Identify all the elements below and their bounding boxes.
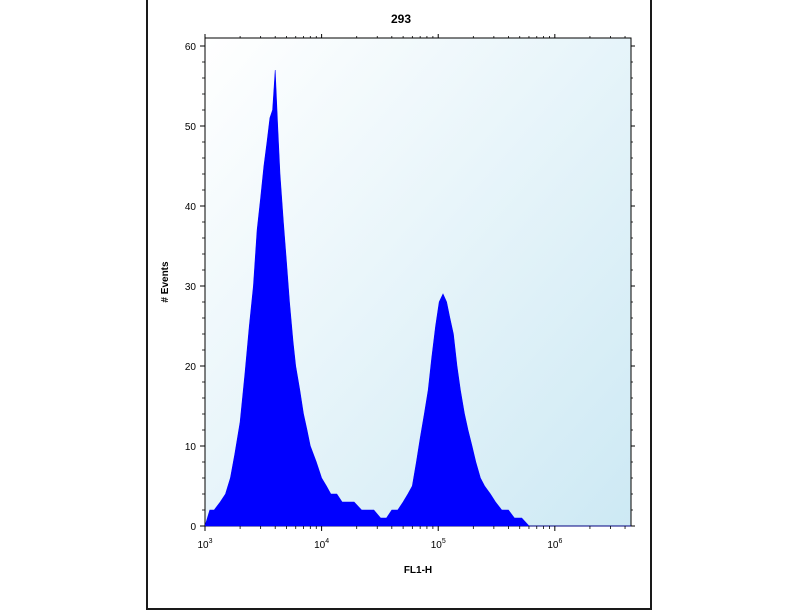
y-tick-label: 60 (185, 42, 197, 53)
x-tick-label: 106 (547, 538, 562, 551)
figure-frame: 293 0 10 20 30 40 50 60 103 104 105 106 # Events … (146, 0, 652, 610)
y-tick-label: 40 (185, 202, 197, 213)
histogram-area-0 (204, 69, 631, 527)
x-axis-label: FL1-H (404, 565, 432, 576)
y-tick-label: 0 (190, 522, 196, 533)
x-tick-label: 103 (197, 538, 212, 551)
y-tick-label: 20 (185, 362, 197, 373)
chart-title: 293 (391, 12, 411, 26)
y-tick-label: 50 (185, 122, 197, 133)
y-tick-label: 30 (185, 282, 197, 293)
y-axis-label: # Events (160, 261, 171, 303)
x-tick-label: 104 (314, 538, 329, 551)
histogram-series (204, 69, 631, 527)
y-axis: 0 10 20 30 40 50 60 (185, 42, 635, 533)
x-axis: 103 104 105 106 (197, 34, 626, 551)
y-tick-label: 10 (185, 442, 197, 453)
x-tick-label: 105 (431, 538, 446, 551)
